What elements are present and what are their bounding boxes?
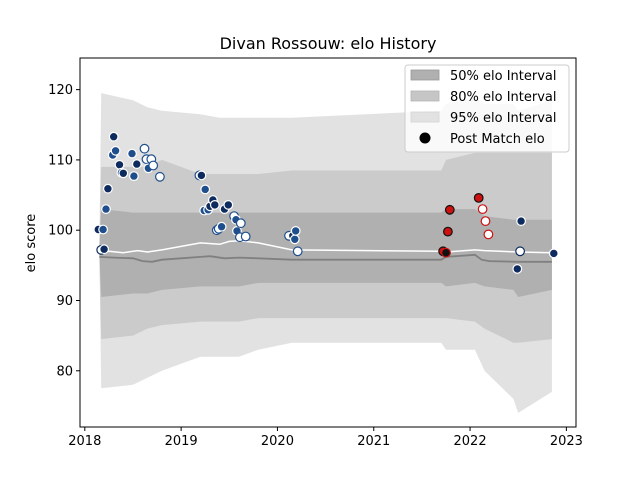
post-match-point [477,204,488,215]
post-match-point [108,131,119,142]
post-match-point [289,234,300,245]
post-match-point [483,229,494,240]
post-match-point [480,216,491,227]
post-match-point [292,246,303,257]
post-match-point [223,199,234,210]
legend-label-50: 50% elo Interval [450,69,557,84]
post-match-points [93,131,559,274]
legend-swatch-80 [410,90,440,102]
post-match-point [196,170,207,181]
median-elo-line [99,253,552,263]
y-tick-label: 120 [48,83,73,98]
post-match-point [548,248,559,259]
legend-swatch-95 [410,111,440,123]
post-match-point [127,148,137,159]
post-match-point [154,171,165,182]
legend-label-95: 95% elo Interval [450,111,557,126]
post-match-point [240,231,251,242]
x-tick-label: 2018 [68,434,101,449]
post-match-point [290,225,301,236]
post-match-point [98,224,108,235]
legend-frame [404,64,570,153]
post-match-point [516,216,526,227]
chart-title: Divan Rossouw: elo History [220,34,437,53]
axes-frame [79,57,577,428]
post-match-point [473,192,484,203]
post-match-point [216,221,227,232]
post-match-point [139,143,150,154]
y-tick-label: 90 [56,294,73,309]
post-match-point [128,171,139,182]
legend-label-80: 80% elo Interval [450,90,557,105]
post-match-point [102,183,113,194]
x-tick-label: 2023 [550,434,583,449]
legend-label-post-match: Post Match elo [450,132,545,147]
post-match-point [200,184,211,195]
y-tick-label: 110 [48,153,73,168]
y-tick-label: 80 [56,364,73,379]
post-match-point [99,244,109,255]
post-match-point [441,247,451,258]
x-tick-label: 2021 [357,434,390,449]
y-axis-label: elo score [24,214,39,273]
x-tick-label: 2022 [454,434,487,449]
legend-marker-post-match [419,132,431,144]
post-match-point [110,145,121,156]
post-match-point [131,159,142,170]
post-match-point [114,159,125,170]
mean-elo-line [99,239,552,254]
plot-area [93,93,559,413]
x-tick-label: 2020 [261,434,294,449]
post-match-point [512,264,523,274]
post-match-point [444,204,455,215]
axes: 2018 2019 2020 2021 2022 2023 80 90 100 110 120 [48,57,583,449]
elo-lines [99,239,552,263]
legend-swatch-50 [410,69,440,81]
post-match-point [148,160,159,171]
x-tick-label: 2019 [165,434,198,449]
post-match-point [209,199,220,210]
post-match-point [235,218,246,229]
post-match-point [443,226,453,237]
post-match-point [101,204,111,215]
post-match-point [515,246,525,257]
post-match-point [118,168,129,179]
legend: 50% elo Interval 80% elo Interval 95% el… [404,64,570,153]
y-tick-label: 100 [48,224,73,239]
